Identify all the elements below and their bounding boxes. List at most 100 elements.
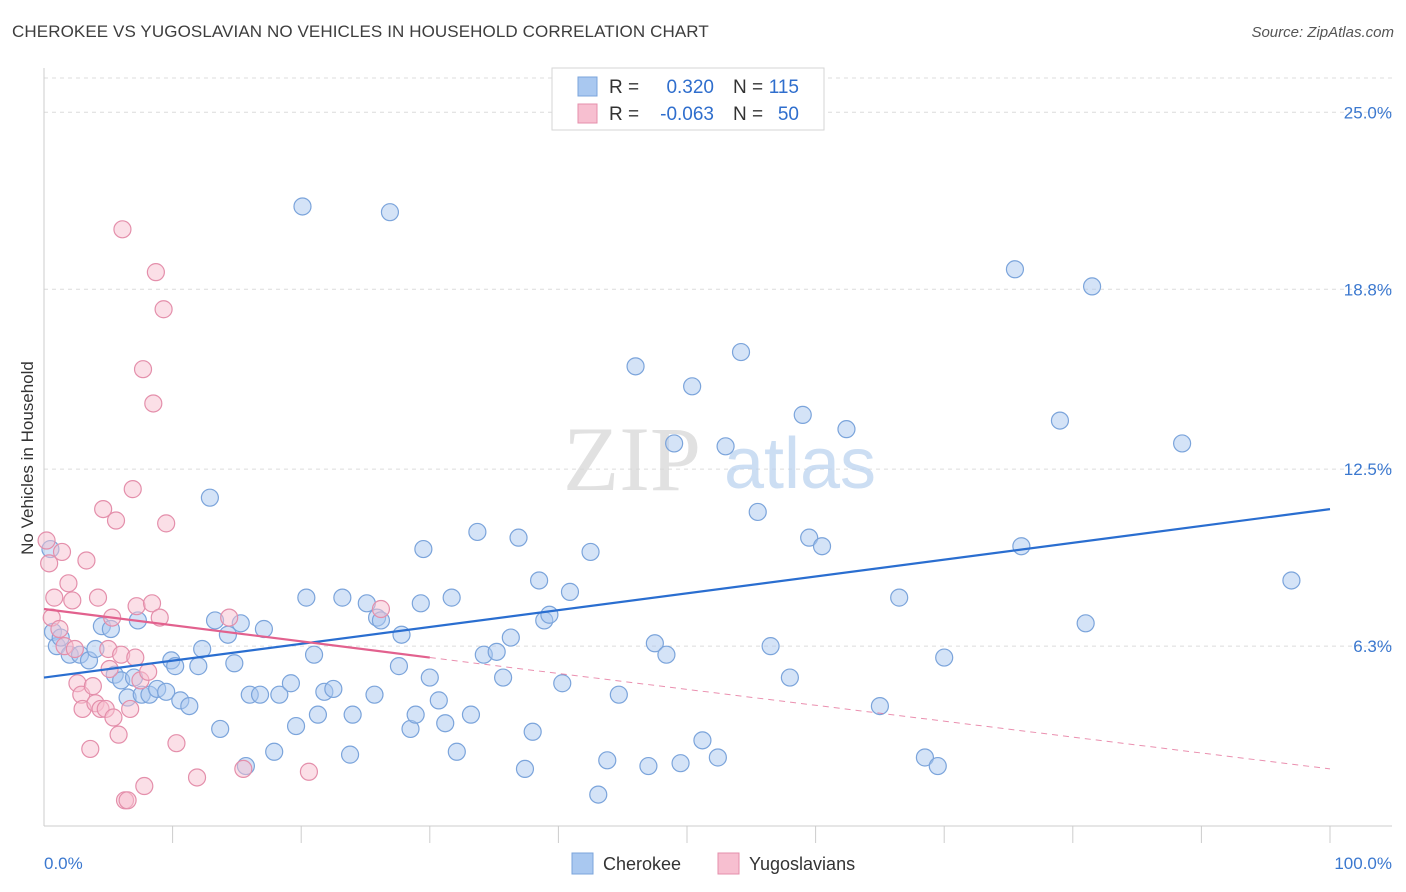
cherokee-point: [1173, 434, 1192, 453]
yugoslavian-point: [65, 639, 84, 659]
yugoslavian-point: [126, 648, 145, 667]
cherokee-point: [286, 716, 306, 736]
cherokee-point: [414, 539, 433, 559]
cherokee-point: [392, 625, 411, 644]
legend-n-label: N =: [733, 104, 763, 125]
yugoslavian-point: [135, 776, 154, 796]
cherokee-point: [333, 588, 352, 607]
x-tick-label: 0.0%: [44, 854, 83, 873]
cherokee-point: [1082, 277, 1102, 296]
yugoslavian-point: [150, 608, 169, 627]
yugoslavian-trend-line: [43, 607, 430, 659]
cherokee-point: [780, 668, 799, 687]
yugoslavian-point: [220, 608, 239, 627]
cherokee-point: [1050, 411, 1070, 430]
cherokee-point: [560, 582, 580, 601]
yugoslavian-point: [88, 588, 108, 607]
yugoslavian-point: [40, 554, 59, 573]
cherokee-point: [716, 437, 735, 456]
source-label: Source: ZipAtlas.com: [1251, 24, 1394, 41]
cherokee-point: [468, 522, 487, 542]
yugoslavian-point: [77, 551, 96, 570]
cherokee-point: [420, 668, 439, 687]
cherokee-point: [553, 674, 572, 693]
cherokee-point: [200, 488, 219, 507]
yugoslavian-point: [83, 677, 102, 696]
cherokee-point: [429, 691, 448, 710]
cherokee-point: [645, 634, 664, 653]
cherokee-point: [324, 679, 343, 699]
watermark-zip: ZIP: [563, 408, 701, 510]
cherokee-point: [406, 705, 425, 724]
yugoslavian-point: [123, 480, 142, 499]
cherokee-point: [708, 748, 727, 767]
cherokee-point: [837, 420, 856, 439]
yugoslavian-point: [113, 220, 132, 239]
cherokee-point: [523, 722, 542, 741]
cherokee-point: [1076, 614, 1095, 633]
yugoslavian-point: [144, 394, 163, 413]
cherokee-point: [365, 685, 384, 704]
cherokee-point: [581, 542, 600, 562]
yugoslavian-trend-extension: [429, 657, 1331, 770]
yugoslavian-point: [154, 300, 173, 319]
cherokee-point: [812, 537, 832, 556]
cherokee-point: [683, 377, 702, 396]
cherokee-point: [501, 628, 520, 647]
cherokee-point: [731, 342, 751, 362]
cherokee-point: [180, 696, 199, 716]
cherokee-point: [487, 642, 506, 661]
yugoslavian-point: [45, 588, 64, 607]
y-tick-label: 6.3%: [1353, 637, 1392, 656]
cherokee-point: [870, 696, 890, 716]
yugoslavian-point: [142, 594, 162, 613]
cherokee-point: [1012, 537, 1031, 556]
yugoslavian-point: [63, 591, 82, 610]
legend-n-value: 115: [769, 77, 799, 98]
yugoslavian-point: [187, 768, 207, 787]
cherokee-point: [389, 657, 409, 676]
legend-cherokee-label: Cherokee: [603, 854, 681, 874]
cherokee-point: [436, 714, 455, 733]
legend-r-label: R =: [609, 77, 639, 98]
yugoslavian-point: [50, 619, 69, 639]
yugoslavian-point: [109, 725, 128, 744]
cherokee-point: [589, 785, 608, 804]
cherokee-point: [915, 748, 935, 767]
cherokee-point: [693, 731, 712, 750]
cherokee-point: [890, 588, 909, 607]
cherokee-point: [671, 754, 690, 773]
cherokee-point: [250, 685, 270, 704]
cherokee-point: [626, 357, 645, 376]
cherokee-point: [293, 197, 312, 216]
yugoslavian-point: [121, 699, 140, 719]
cherokee-point: [657, 645, 676, 664]
y-tick-label: 25.0%: [1344, 103, 1392, 122]
cherokee-point: [935, 648, 954, 667]
cherokee-point: [211, 719, 230, 739]
legend-n-value: 50: [778, 104, 799, 125]
x-tick-label: 100.0%: [1334, 854, 1392, 873]
cherokee-point: [343, 705, 362, 724]
cherokee-point: [297, 588, 316, 607]
yugoslavian-point: [139, 662, 158, 681]
cherokee-point: [609, 685, 628, 704]
cherokee-point: [270, 685, 289, 704]
cherokee-point: [225, 654, 244, 673]
cherokee-point: [189, 657, 208, 676]
cherokee-point: [461, 705, 481, 724]
cherokee-point: [598, 751, 617, 770]
watermark-atlas: atlas: [724, 424, 876, 504]
cherokee-point: [530, 571, 549, 590]
cherokee-point: [509, 528, 528, 547]
yugoslavian-point: [81, 739, 100, 759]
yugoslavian-point: [104, 708, 123, 727]
cherokee-trend-line: [43, 508, 1331, 679]
cherokee-point: [157, 682, 176, 701]
legend-n-label: N =: [733, 77, 763, 98]
yugoslavian-point: [127, 597, 146, 616]
yugoslavian-point: [133, 360, 153, 379]
legend-r-value: 0.320: [666, 77, 714, 98]
cherokee-point: [793, 405, 812, 424]
